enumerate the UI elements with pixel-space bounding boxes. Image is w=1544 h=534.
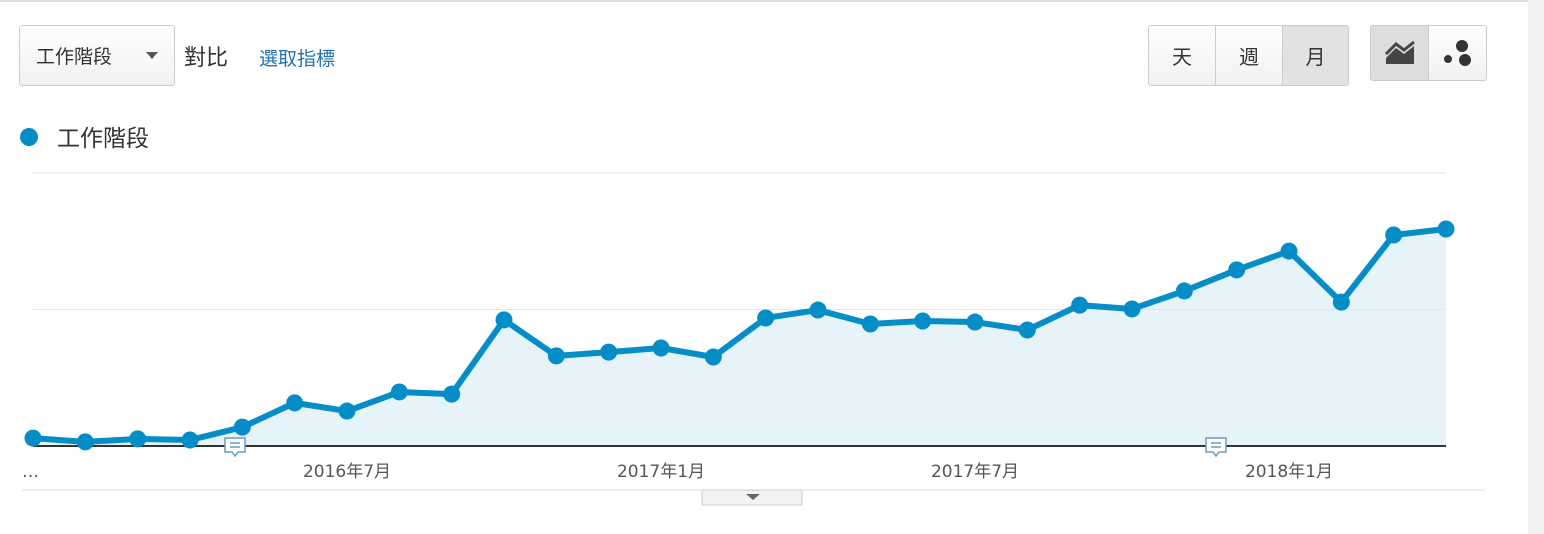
x-tick-label: 2016年7月 <box>303 462 391 482</box>
point <box>652 339 670 357</box>
annotation-icon <box>1205 437 1227 458</box>
point <box>757 309 775 327</box>
x-tick-label: … <box>22 462 39 482</box>
point <box>1175 282 1193 300</box>
point <box>390 383 408 401</box>
area <box>33 228 1446 446</box>
line-chart-button[interactable] <box>1370 25 1429 81</box>
point <box>966 313 984 331</box>
line <box>32 225 1447 445</box>
point <box>286 394 304 412</box>
dropdown-label: 工作階段 <box>36 46 113 68</box>
point <box>1071 296 1089 314</box>
x-tick-label: 2017年7月 <box>931 462 1019 482</box>
motion-chart-button[interactable] <box>1428 25 1487 81</box>
x-tick-label: 2017年1月 <box>617 462 705 482</box>
chart: 工作階段 … 2016年7月 2017年1月 2017年7月 2018年1月 <box>20 126 1485 506</box>
x-tick-label: 2018年1月 <box>1245 462 1333 482</box>
point <box>809 301 827 319</box>
month-button[interactable]: 月 <box>1282 25 1349 86</box>
point <box>1018 321 1036 339</box>
scrollbar <box>1528 0 1544 534</box>
metric-dropdown[interactable]: 工作階段 <box>19 25 175 86</box>
select-metric-link[interactable]: 選取指標 <box>259 48 336 70</box>
point <box>24 429 42 447</box>
point <box>443 385 461 403</box>
line-icon <box>1384 40 1415 64</box>
point <box>181 431 199 449</box>
legend-marker <box>20 128 38 146</box>
bubble-icon <box>1443 40 1471 66</box>
compare-label: 對比 <box>184 46 229 71</box>
annotation-icon <box>224 437 246 458</box>
point <box>1437 220 1455 238</box>
point <box>129 430 147 448</box>
point <box>495 311 513 329</box>
point <box>704 348 722 366</box>
point <box>1123 300 1141 318</box>
expand-arrow <box>746 494 760 500</box>
legend-label: 工作階段 <box>57 126 149 152</box>
point <box>600 343 618 361</box>
point <box>76 433 94 451</box>
point <box>233 418 251 436</box>
point <box>338 402 356 420</box>
point <box>547 347 565 365</box>
point <box>1280 242 1298 260</box>
dropdown-arrow <box>146 52 158 65</box>
day-button[interactable]: 天 <box>1148 25 1216 86</box>
point <box>914 312 932 330</box>
top-border <box>0 0 1528 2</box>
point <box>1332 293 1350 311</box>
point <box>861 315 879 333</box>
point <box>1385 226 1403 244</box>
point <box>1228 261 1246 279</box>
week-button[interactable]: 週 <box>1215 25 1283 86</box>
